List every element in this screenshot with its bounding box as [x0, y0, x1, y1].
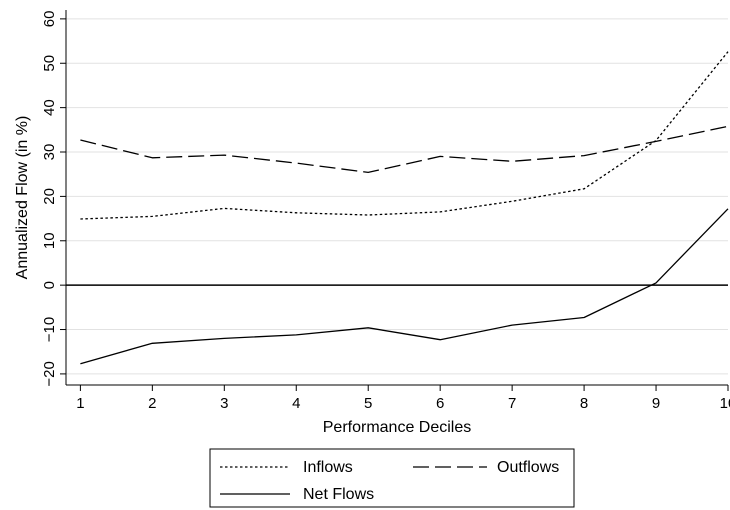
y-tick-label: 60 [41, 11, 58, 28]
y-tick-label: 20 [41, 188, 58, 205]
x-tick-label: 4 [292, 395, 300, 412]
y-tick-label: 0 [41, 281, 58, 289]
y-axis-title: Annualized Flow (in %) [14, 116, 31, 280]
y-tick-label: 10 [41, 232, 58, 249]
x-tick-label: 1 [76, 395, 84, 412]
x-tick-label: 10 [720, 395, 730, 412]
y-tick-label: −10 [41, 317, 58, 342]
gridlines [66, 18, 728, 375]
x-tick-label: 6 [436, 395, 444, 412]
x-tick-label: 3 [220, 395, 228, 412]
x-axis-title: Performance Deciles [323, 419, 472, 436]
axes: −20 −10 0 10 20 30 40 50 60 1 2 3 4 5 6 7 8 9 10 [41, 10, 730, 412]
y-tick-label: 30 [41, 144, 58, 161]
x-tick-label: 5 [364, 395, 372, 412]
series-lines [80, 51, 729, 365]
x-tick-label: 7 [508, 395, 516, 412]
y-tick-label: 50 [41, 55, 58, 72]
x-tick-label: 9 [652, 395, 660, 412]
legend-label-outflows: Outflows [497, 459, 559, 476]
x-tick-label: 2 [148, 395, 156, 412]
series-line-net-flows [80, 208, 729, 365]
series-line-outflows [80, 125, 729, 174]
legend: Inflows Outflows Net Flows [209, 448, 575, 508]
x-tick-label: 8 [580, 395, 588, 412]
y-tick-label: 40 [41, 99, 58, 116]
legend-label-inflows: Inflows [303, 459, 353, 476]
series-line-inflows [80, 51, 729, 220]
legend-label-net-flows: Net Flows [303, 486, 374, 503]
y-tick-label: −20 [41, 361, 58, 386]
legend-box [209, 448, 575, 508]
